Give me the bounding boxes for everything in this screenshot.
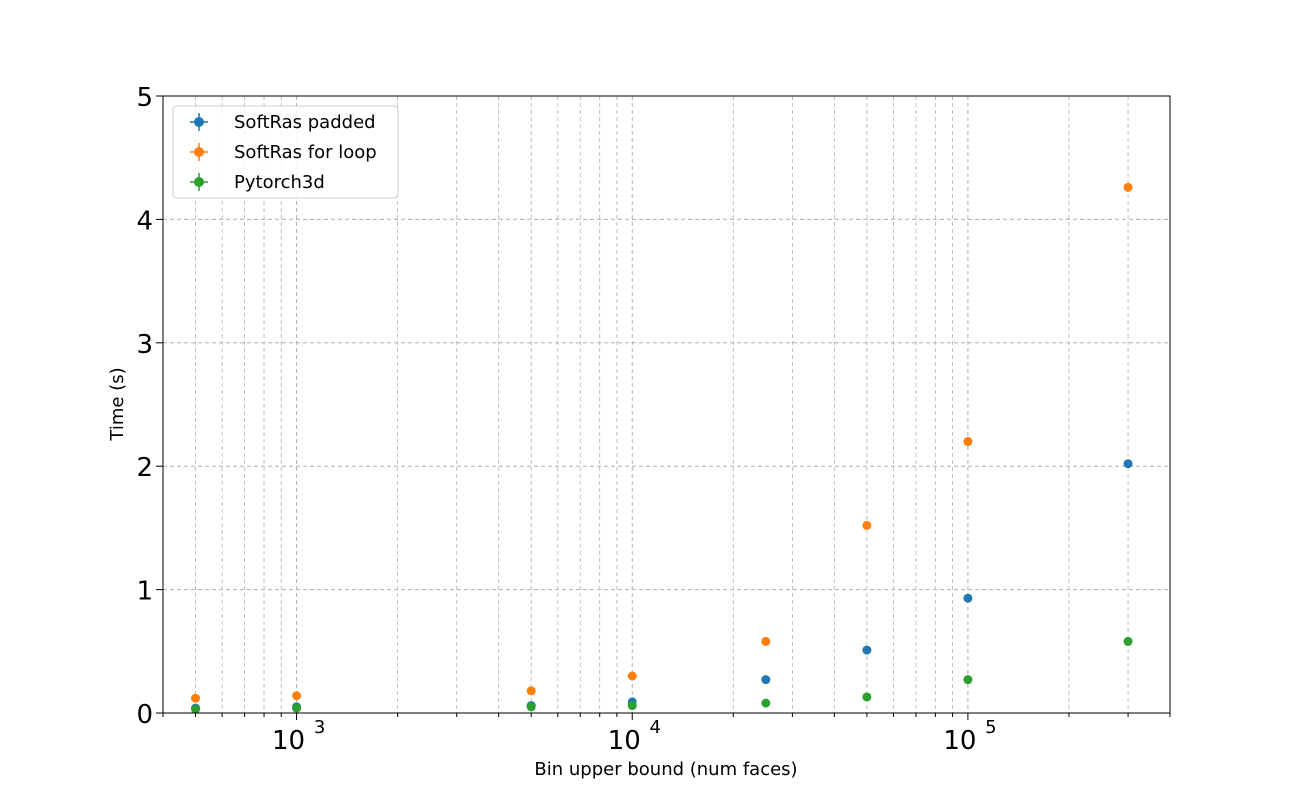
y-tick-label: 0 (136, 700, 153, 730)
data-point (862, 692, 872, 702)
data-point (761, 636, 771, 646)
y-axis-label: Time (s) (107, 367, 128, 441)
data-point (963, 675, 973, 685)
plot-frame (162, 95, 1171, 714)
legend-marker (194, 177, 204, 187)
data-point (1123, 636, 1133, 646)
data-series (191, 182, 1133, 714)
data-point (526, 702, 536, 712)
data-point (862, 645, 872, 655)
data-point (292, 691, 302, 701)
x-tick-exponent: 5 (985, 717, 996, 738)
data-point (1123, 459, 1133, 469)
legend-entry: SoftRas for loop (190, 142, 377, 163)
legend-label: Pytorch3d (234, 172, 325, 193)
ticks: 10 3 10 4 10 5 0 1 2 3 4 5 (136, 83, 1171, 756)
legend-box (172, 105, 399, 199)
data-point (862, 520, 872, 530)
data-point (1123, 182, 1133, 192)
y-tick-label: 2 (136, 453, 153, 483)
data-point (191, 693, 201, 703)
legend-label: SoftRas padded (234, 112, 376, 133)
x-tick-exponent: 3 (314, 717, 325, 738)
y-tick-label: 1 (136, 577, 153, 607)
x-tick-label: 10 (608, 726, 641, 756)
y-tick-label: 4 (136, 206, 153, 236)
legend-marker (194, 117, 204, 127)
legend-marker (194, 147, 204, 157)
legend-label: SoftRas for loop (234, 142, 377, 163)
x-tick-exponent: 4 (650, 717, 661, 738)
x-tick-label: 10 (943, 726, 976, 756)
series-group (191, 182, 1133, 703)
x-axis-label: Bin upper bound (num faces) (534, 759, 797, 780)
data-point (627, 671, 637, 681)
grid (162, 95, 1171, 714)
data-point (761, 675, 771, 685)
legend-entry: SoftRas padded (190, 112, 376, 133)
x-tick-label: 10 (272, 726, 305, 756)
data-point (627, 701, 637, 711)
data-point (963, 593, 973, 603)
data-point (191, 704, 201, 714)
data-point (761, 698, 771, 708)
data-point (526, 686, 536, 696)
data-point (292, 703, 302, 713)
y-tick-label: 3 (136, 330, 153, 360)
series-group (191, 636, 1133, 714)
legend: SoftRas padded SoftRas for loop Pytorch3d (172, 105, 399, 199)
y-tick-label: 5 (136, 83, 153, 113)
series-group (191, 459, 1133, 713)
legend-entry: Pytorch3d (190, 172, 325, 193)
data-point (963, 437, 973, 447)
